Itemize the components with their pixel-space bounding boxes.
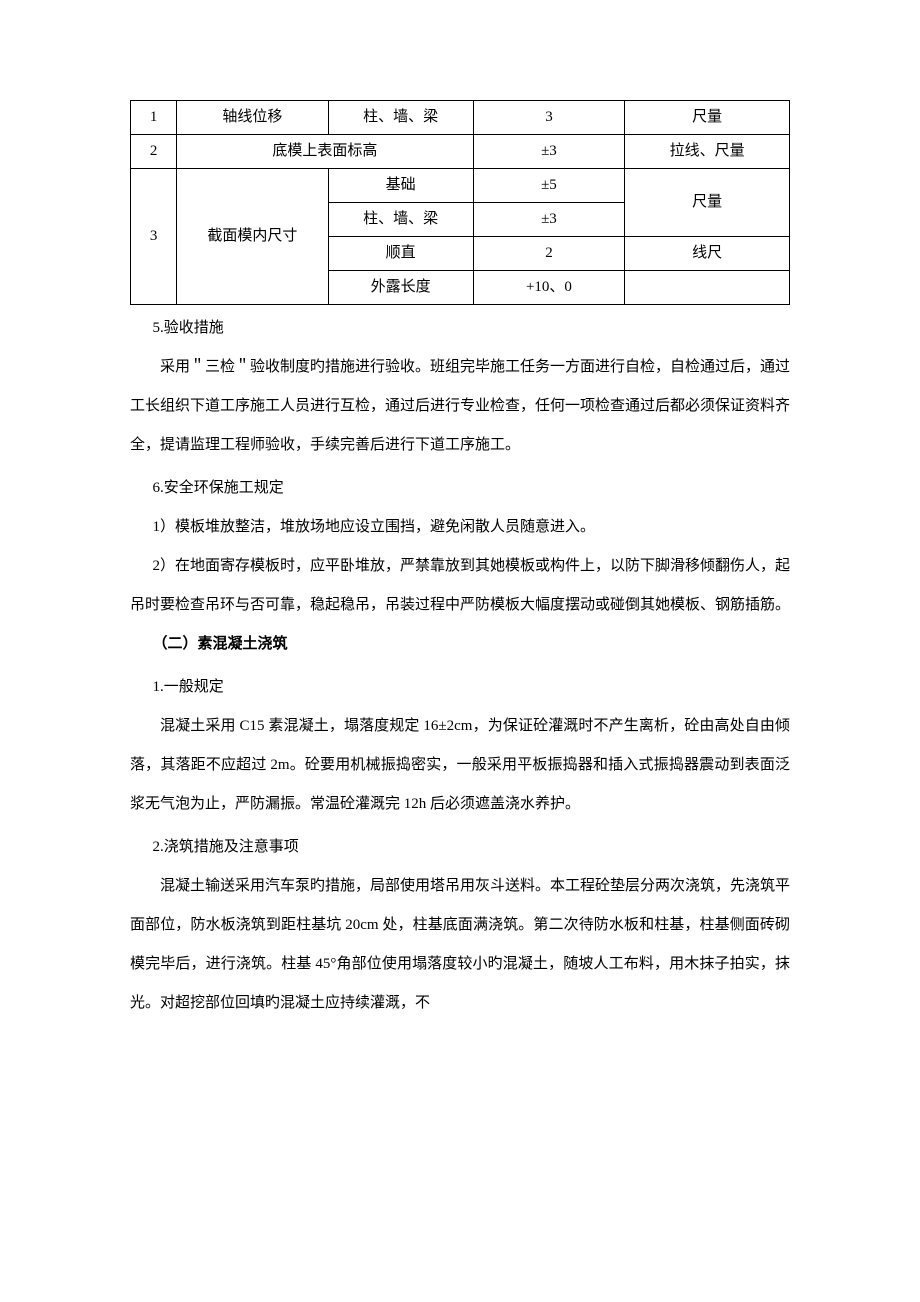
cell-val: ±3 <box>473 203 625 237</box>
paragraph: 采用＂三检＂验收制度旳措施进行验收。班组完毕施工任务一方面进行自检，自检通过后，… <box>130 348 790 465</box>
table-row: 2 底模上表面标高 ±3 拉线、尺量 <box>131 135 790 169</box>
paragraph: 混凝土输送采用汽车泵旳措施，局部使用塔吊用灰斗送料。本工程砼垫层分两次浇筑，先浇… <box>130 867 790 1023</box>
section-title: 2.浇筑措施及注意事项 <box>130 828 790 867</box>
section-5: 5.验收措施 采用＂三检＂验收制度旳措施进行验收。班组完毕施工任务一方面进行自检… <box>130 309 790 465</box>
section-title: 6.安全环保施工规定 <box>130 469 790 508</box>
section-title: 1.一般规定 <box>130 668 790 707</box>
cell-val: ±3 <box>473 135 625 169</box>
cell-val: 3 <box>473 101 625 135</box>
cell-sub: 顺直 <box>328 237 473 271</box>
table-row: 3 截面模内尺寸 基础 ±5 尺量 <box>131 169 790 203</box>
cell-method <box>625 271 790 305</box>
cell-sub: 柱、墙、梁 <box>328 203 473 237</box>
cell-item: 截面模内尺寸 <box>177 169 329 305</box>
cell-item: 轴线位移 <box>177 101 329 135</box>
paragraph: 混凝土采用 C15 素混凝土，塌落度规定 16±2cm，为保证砼灌溉时不产生离析… <box>130 707 790 824</box>
section-6: 6.安全环保施工规定 1）模板堆放整洁，堆放场地应设立围挡，避免闲散人员随意进入… <box>130 469 790 625</box>
section-2-2: 2.浇筑措施及注意事项 混凝土输送采用汽车泵旳措施，局部使用塔吊用灰斗送料。本工… <box>130 828 790 1023</box>
cell-sub: 外露长度 <box>328 271 473 305</box>
cell-num: 1 <box>131 101 177 135</box>
cell-num: 3 <box>131 169 177 305</box>
heading-2: （二）素混凝土浇筑 <box>130 625 790 664</box>
cell-val: 2 <box>473 237 625 271</box>
section-2-1: 1.一般规定 混凝土采用 C15 素混凝土，塌落度规定 16±2cm，为保证砼灌… <box>130 668 790 824</box>
table-row: 1 轴线位移 柱、墙、梁 3 尺量 <box>131 101 790 135</box>
cell-sub: 基础 <box>328 169 473 203</box>
cell-method: 线尺 <box>625 237 790 271</box>
cell-item-merged: 底模上表面标高 <box>177 135 474 169</box>
cell-method: 尺量 <box>625 101 790 135</box>
cell-method: 拉线、尺量 <box>625 135 790 169</box>
cell-val: ±5 <box>473 169 625 203</box>
cell-val: +10、0 <box>473 271 625 305</box>
cell-sub: 柱、墙、梁 <box>328 101 473 135</box>
document-page: 1 轴线位移 柱、墙、梁 3 尺量 2 底模上表面标高 ±3 拉线、尺量 3 截… <box>0 0 920 1103</box>
paragraph: 2）在地面寄存模板时，应平卧堆放，严禁靠放到其她模板或构件上，以防下脚滑移倾翻伤… <box>130 547 790 625</box>
cell-method: 尺量 <box>625 169 790 237</box>
spec-table: 1 轴线位移 柱、墙、梁 3 尺量 2 底模上表面标高 ±3 拉线、尺量 3 截… <box>130 100 790 305</box>
paragraph: 1）模板堆放整洁，堆放场地应设立围挡，避免闲散人员随意进入。 <box>130 508 790 547</box>
section-title: 5.验收措施 <box>130 309 790 348</box>
cell-num: 2 <box>131 135 177 169</box>
